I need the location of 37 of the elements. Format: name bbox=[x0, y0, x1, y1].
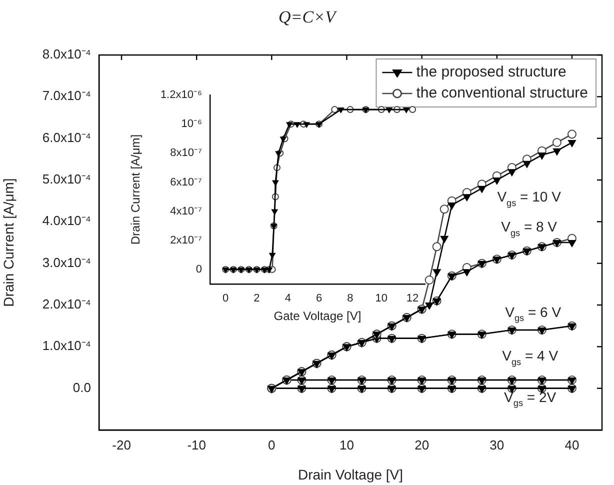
y-tick-label: 0 bbox=[196, 263, 202, 276]
x-tick-label: 6 bbox=[316, 292, 322, 305]
y-tick-label: 2.0x10⁻⁴ bbox=[42, 296, 91, 312]
y-tick-label: 6.0x10⁻⁴ bbox=[42, 130, 91, 145]
y-tick-label: 10⁻⁶ bbox=[181, 118, 202, 130]
x-axis-title: Drain Voltage [V] bbox=[298, 466, 404, 482]
x-tick-label: 30 bbox=[490, 437, 504, 452]
chart-title: Q=C×V bbox=[278, 7, 338, 26]
y-tick-label: 3.0x10⁻⁴ bbox=[42, 254, 91, 270]
x-tick-label: 2 bbox=[254, 292, 260, 305]
y-tick-label: 1.0x10⁻⁴ bbox=[42, 338, 91, 354]
y-tick-label: 2x10⁻⁷ bbox=[170, 234, 202, 246]
y-tick-label: 0.0 bbox=[72, 380, 91, 395]
y-axis-title: Drain Current [A/μm] bbox=[128, 134, 143, 245]
x-tick-label: 8 bbox=[347, 292, 354, 305]
x-tick-label: 0 bbox=[222, 292, 229, 305]
y-tick-label: 7.0x10⁻⁴ bbox=[42, 88, 91, 104]
y-axis-title: Drain Current [A/μm] bbox=[0, 178, 16, 307]
y-tick-label: 4x10⁻⁷ bbox=[170, 205, 202, 218]
x-tick-label: -10 bbox=[187, 437, 206, 452]
y-tick-label: 5.0x10⁻⁴ bbox=[42, 172, 91, 187]
x-tick-label: -20 bbox=[112, 437, 131, 452]
y-tick-label: 1.2x10⁻⁶ bbox=[160, 89, 202, 102]
x-axis-title: Gate Voltage [V] bbox=[274, 309, 362, 324]
x-tick-label: 40 bbox=[564, 437, 580, 452]
x-tick-label: 4 bbox=[284, 292, 291, 305]
y-tick-label: 8.0x10⁻⁴ bbox=[42, 46, 91, 62]
x-tick-label: 10 bbox=[340, 437, 354, 452]
y-tick-label: 6x10⁻⁷ bbox=[170, 176, 202, 188]
legend-label: the proposed structure bbox=[416, 64, 566, 81]
x-tick-label: 10 bbox=[375, 292, 388, 305]
y-tick-label: 4.0x10⁻⁴ bbox=[42, 213, 91, 228]
x-tick-label: 20 bbox=[414, 437, 430, 452]
y-tick-label: 8x10⁻⁷ bbox=[170, 147, 202, 160]
legend-label: the conventional structure bbox=[416, 84, 588, 102]
x-tick-label: 0 bbox=[268, 437, 276, 452]
x-tick-label: 12 bbox=[406, 292, 419, 305]
